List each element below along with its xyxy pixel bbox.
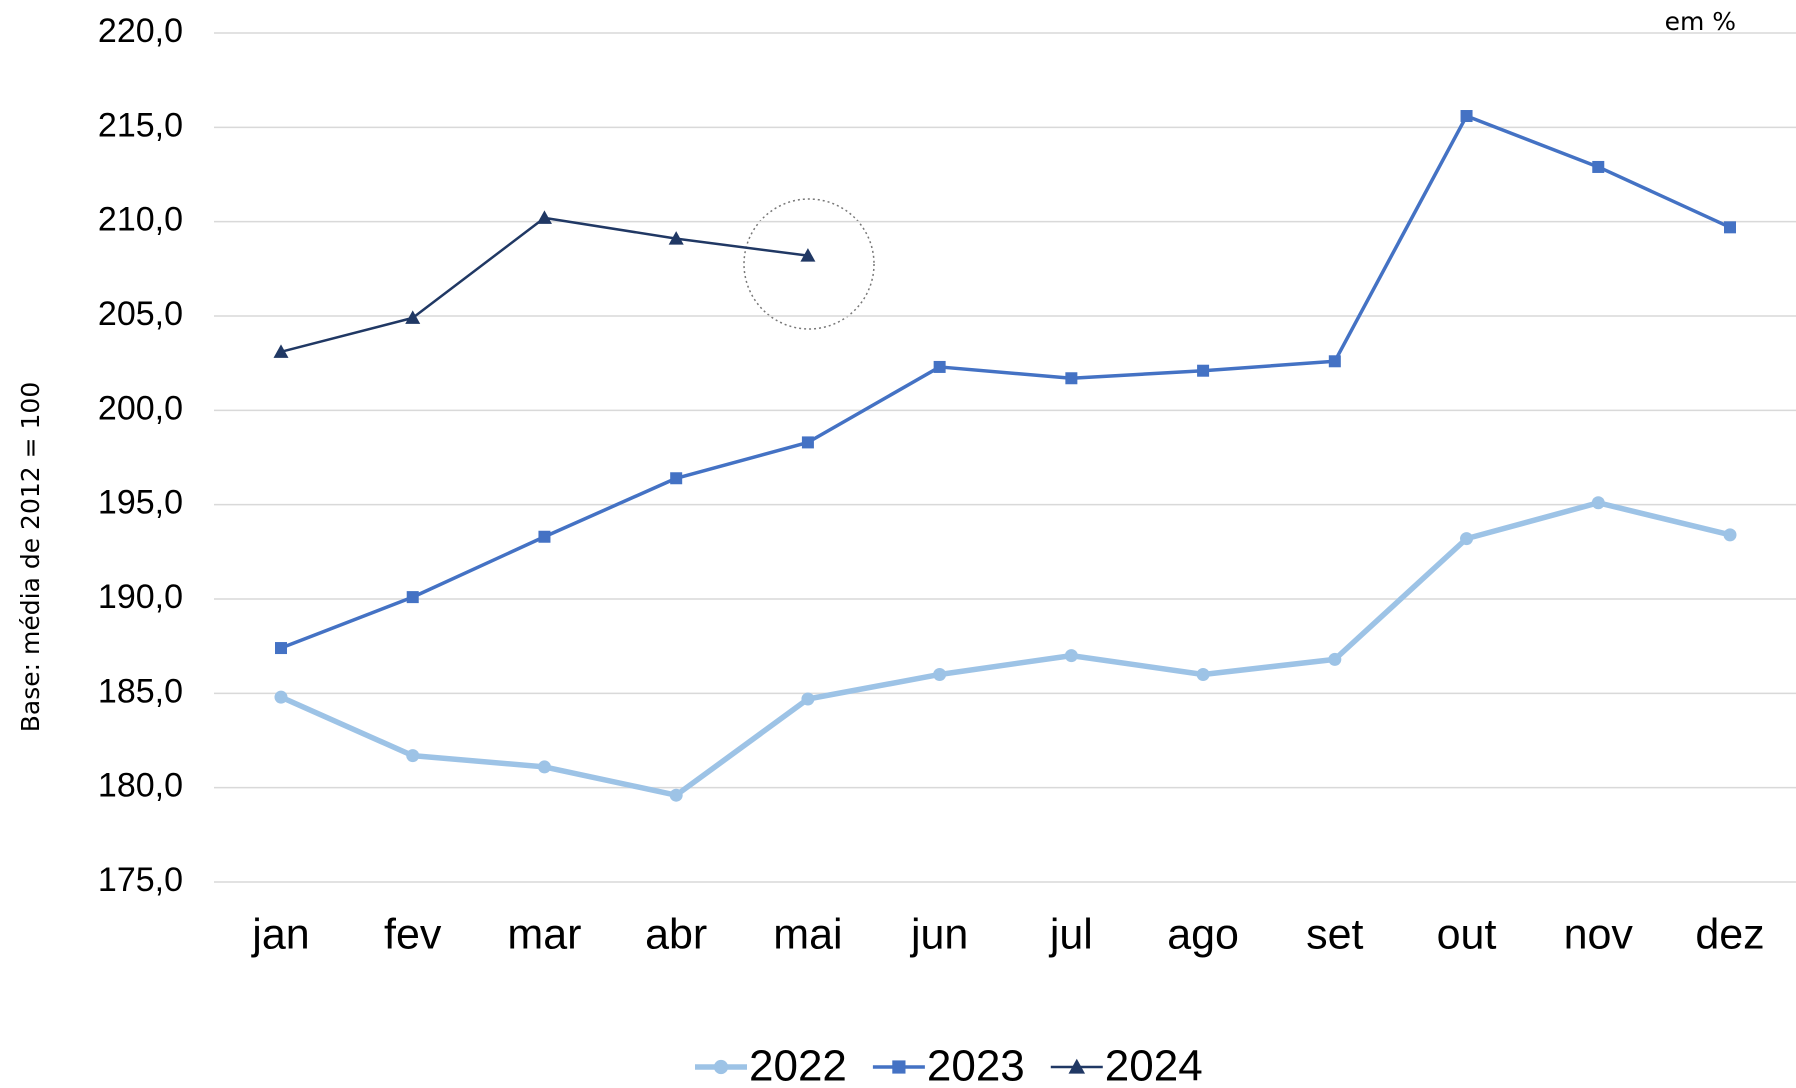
legend-marker: [713, 1059, 729, 1075]
legend: 2022 2023 2024: [695, 1042, 1203, 1088]
legend-label: 2022: [749, 1042, 847, 1088]
series-line: [279, 500, 1731, 798]
x-tick-label: mai: [773, 910, 842, 958]
x-tick-label: abr: [645, 910, 707, 958]
x-tick-label: out: [1437, 910, 1497, 958]
marker: [275, 642, 287, 655]
marker: [801, 436, 814, 449]
marker: [933, 667, 947, 681]
legend-label: 2023: [927, 1042, 1025, 1088]
marker: [933, 360, 946, 373]
marker: [1460, 532, 1474, 546]
marker: [1328, 652, 1342, 666]
marker: [801, 692, 815, 706]
legend-marker: [1068, 1058, 1086, 1074]
marker: [1460, 110, 1473, 123]
marker: [800, 248, 816, 262]
highlight-circle: [743, 198, 875, 330]
marker: [1197, 364, 1210, 377]
y-tick-label: 180,0: [98, 767, 183, 805]
y-tick-label: 220,0: [98, 12, 183, 50]
x-tick-label: set: [1306, 910, 1363, 958]
y-tick-label: 205,0: [98, 295, 183, 333]
marker: [1723, 528, 1737, 542]
marker: [274, 690, 288, 704]
legend-marker: [892, 1060, 906, 1074]
x-tick-label: ago: [1167, 910, 1239, 958]
marker: [1196, 667, 1210, 681]
marker: [1064, 649, 1078, 663]
marker: [668, 231, 684, 245]
marker: [670, 472, 683, 485]
marker: [538, 530, 551, 543]
x-tick-label: jul: [1048, 910, 1093, 958]
x-tick-label: jan: [250, 910, 309, 958]
series-line: [280, 114, 1731, 650]
marker: [537, 760, 551, 774]
y-tick-label: 210,0: [98, 201, 183, 239]
marker: [536, 210, 552, 224]
x-tick-label: nov: [1564, 910, 1634, 958]
x-tick-label: fev: [384, 910, 442, 958]
marker: [1724, 221, 1736, 234]
marker: [406, 591, 419, 604]
marker: [406, 749, 420, 763]
x-tick-label: mar: [507, 910, 581, 958]
x-tick-label: dez: [1695, 910, 1764, 958]
unit-annotation: em %: [1665, 7, 1736, 36]
marker: [1591, 496, 1605, 510]
y-tick-label: 215,0: [98, 106, 183, 144]
y-tick-label: 190,0: [98, 578, 183, 616]
marker: [669, 788, 683, 802]
marker: [1328, 355, 1341, 368]
marker: [1592, 160, 1605, 173]
marker: [1065, 372, 1078, 385]
y-tick-label: 175,0: [98, 861, 183, 899]
y-tick-label: 185,0: [98, 672, 183, 710]
y-tick-label: 195,0: [98, 484, 183, 522]
x-tick-label: jun: [909, 910, 968, 958]
series-line: [280, 216, 809, 354]
marker: [405, 310, 421, 324]
y-tick-label: 200,0: [98, 389, 183, 427]
marker: [273, 344, 289, 358]
y-axis-label: Base: média de 2012 = 100: [16, 382, 45, 732]
legend-label: 2024: [1105, 1042, 1203, 1088]
